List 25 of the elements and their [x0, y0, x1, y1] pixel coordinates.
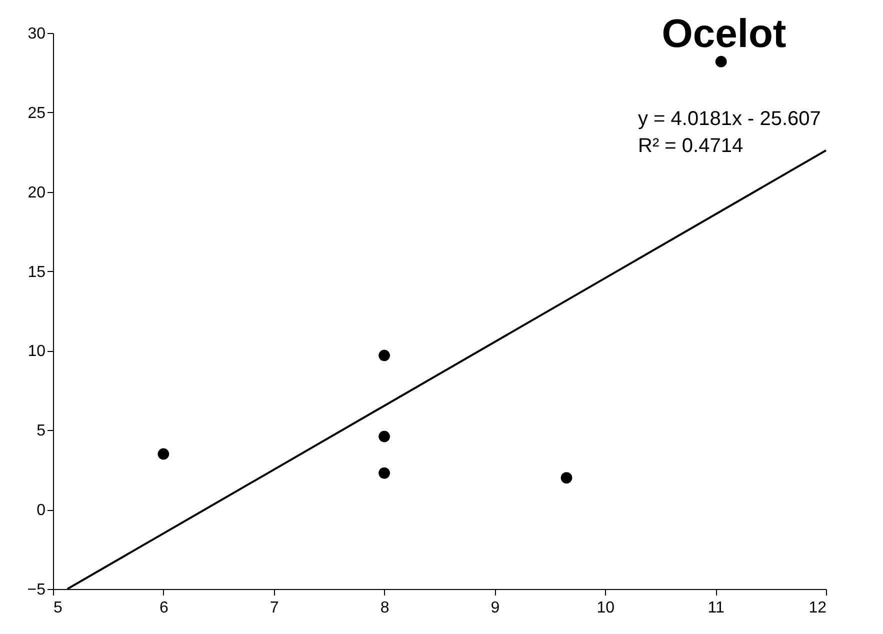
x-tick-label: 5 — [54, 600, 62, 616]
annotation: R² = 0.4714 — [638, 135, 744, 157]
y-tick-label: 10 — [28, 343, 46, 360]
point — [378, 467, 390, 479]
y-tick-label: 25 — [28, 104, 46, 122]
x-tick-label: 10 — [596, 600, 615, 616]
point — [158, 448, 170, 460]
x-tick-label: 12 — [808, 600, 827, 616]
y-tick-label: −5 — [27, 582, 46, 598]
point — [378, 430, 390, 442]
y-tick-label: 0 — [36, 502, 46, 520]
annotation: y = 4.0181x - 25.607 — [638, 108, 821, 130]
x-tick-label: 9 — [490, 600, 500, 616]
point — [715, 56, 727, 68]
x-tick-label: 6 — [159, 600, 168, 616]
x-tick-label: 11 — [708, 600, 724, 616]
point — [378, 350, 390, 362]
chart-title: Ocelot — [662, 12, 786, 56]
y-tick-label: 20 — [28, 184, 46, 202]
y-tick-label: 30 — [28, 26, 46, 42]
y-tick-label: 15 — [28, 264, 46, 281]
point — [560, 472, 572, 484]
y-tick-label: 5 — [36, 422, 46, 440]
x-tick-label: 8 — [380, 600, 390, 616]
x-tick-label: 7 — [270, 600, 279, 616]
